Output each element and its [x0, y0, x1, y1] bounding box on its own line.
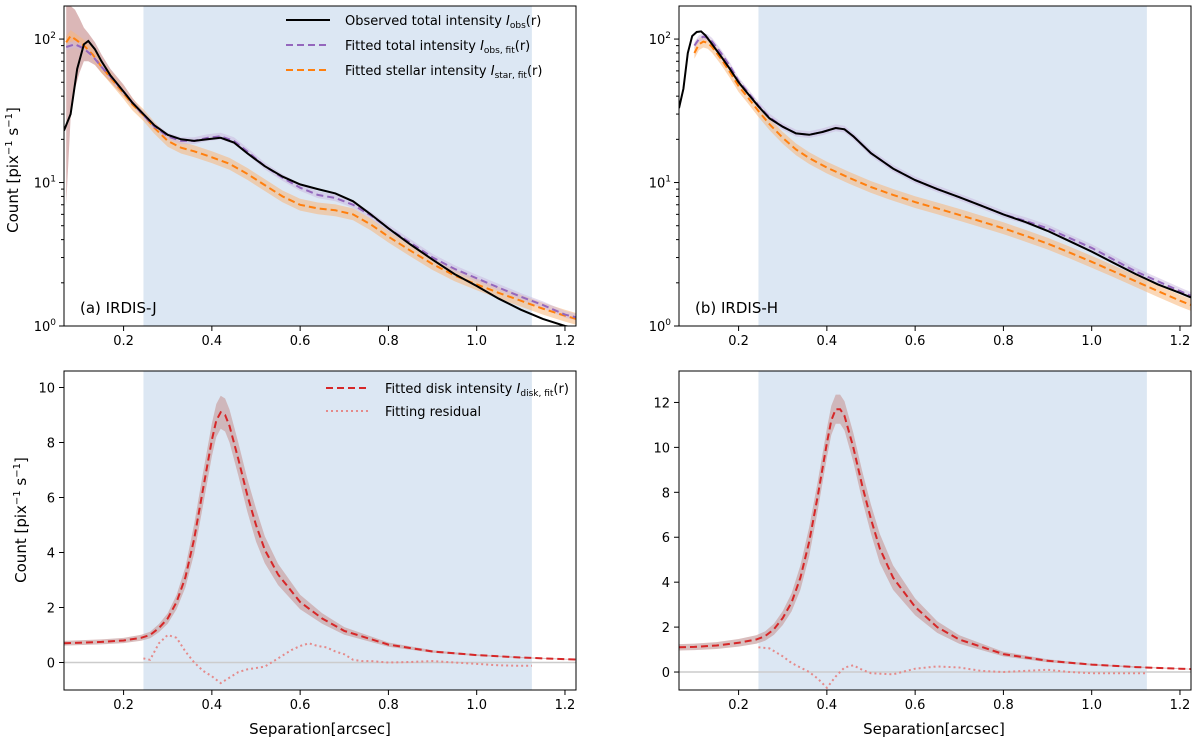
legend-bottom: Fitted disk intensity Idisk, fit(r) Fitt…	[326, 382, 569, 420]
y-tick-label: 102	[34, 31, 56, 48]
x-tick-label: 0.8	[993, 334, 1014, 349]
series-fitted-disk	[64, 410, 576, 661]
ylabel-end: ]	[4, 107, 22, 113]
y-tick-label: 6	[47, 492, 55, 507]
y-tick-label: 2	[662, 621, 670, 636]
ylabel-count: Count [pix	[4, 155, 22, 233]
x-tick-label: 0.4	[202, 698, 223, 713]
ylabel-exp2: −1	[12, 463, 23, 478]
y-tick-label: 100	[34, 318, 57, 335]
xlabel-left: Separation[arcsec]	[249, 720, 391, 738]
plot-area	[679, 371, 1191, 690]
y-tick-label: 10	[38, 382, 55, 397]
axes-frame	[678, 370, 1192, 691]
y-tick-label: 4	[47, 547, 55, 562]
panel-bottom-left: 0.2 0.4 0.6 0.8 1.0 1.2 0 2 4 6 8 10	[38, 370, 577, 713]
x-tick-label: 0.8	[378, 334, 399, 349]
legend-label-fitted-star: Fitted stellar intensity Istar, fit(r)	[345, 64, 542, 81]
disk-uncertainty-band	[679, 394, 1191, 670]
x-tick-label: 0.4	[817, 698, 838, 713]
panel-top-left: 0.2 0.4 0.6 0.8 1.0 1.2 100 101 102 (a) IRDIS-J	[34, 5, 577, 349]
x-tick-label: 1.0	[466, 334, 487, 349]
ylabel-count: Count [pix	[12, 505, 30, 583]
ylabel-s: s	[12, 478, 30, 491]
series-fitted-disk	[679, 408, 1191, 671]
x-tick-label: 0.6	[290, 698, 311, 713]
y-tick-label: 8	[47, 437, 55, 452]
y-tick-label: 102	[649, 31, 671, 48]
ylabel-s: s	[4, 128, 22, 141]
y-tick-label: 4	[662, 576, 670, 591]
legend-label-fitted-total: Fitted total intensity Iobs, fit(r)	[345, 39, 530, 56]
legend-top: Observed total intensity Iobs(r) Fitted …	[286, 14, 542, 81]
x-tick-label: 0.2	[728, 334, 749, 349]
y-tick-label: 0	[662, 666, 670, 681]
panel-bottom-right: 0.2 0.4 0.6 0.8 1.0 1.2 0 2 4 6 8 10 12	[653, 370, 1192, 713]
x-tick-label: 0.6	[905, 334, 926, 349]
y-tick-label: 100	[649, 318, 672, 335]
x-tick-label: 0.8	[378, 698, 399, 713]
y-tick-label: 8	[662, 486, 670, 501]
x-tick-label: 1.2	[1170, 698, 1191, 713]
x-tick-label: 0.4	[202, 334, 223, 349]
x-tick-label: 1.0	[466, 698, 487, 713]
fitting-region	[758, 371, 1147, 690]
axes-frame	[678, 5, 1192, 327]
ylabel-exp2: −1	[4, 113, 15, 128]
axes-frame	[63, 5, 577, 327]
y-tick-label: 101	[34, 175, 56, 192]
svg-text:Count [pix−1 s−1]: Count [pix−1 s−1]	[12, 457, 30, 583]
y-tick-label: 2	[47, 602, 55, 617]
x-tick-label: 0.2	[728, 698, 749, 713]
y-tick-label: 101	[649, 175, 671, 192]
series-observed	[679, 30, 1191, 299]
legend-label-observed: Observed total intensity Iobs(r)	[345, 14, 541, 31]
legend-label-disk: Fitted disk intensity Idisk, fit(r)	[385, 382, 569, 399]
x-tick-label: 0.6	[905, 698, 926, 713]
x-tick-label: 1.2	[555, 698, 576, 713]
panel-label: (b) IRDIS-H	[695, 299, 778, 317]
x-tick-label: 0.2	[113, 334, 134, 349]
plot-area	[64, 371, 576, 690]
ylabel-top: Count [pix−1 s−1]	[4, 107, 22, 233]
x-tick-label: 1.0	[1081, 698, 1102, 713]
x-tick-label: 1.0	[1081, 334, 1102, 349]
series-residual	[143, 633, 532, 685]
legend-label-residual: Fitting residual	[385, 405, 481, 420]
y-tick-label: 6	[662, 531, 670, 546]
x-tick-label: 0.8	[993, 698, 1014, 713]
x-tick-label: 1.2	[555, 334, 576, 349]
total-uncertainty-band	[694, 33, 1191, 300]
series-fitted-stellar	[65, 34, 576, 320]
axes-frame	[63, 370, 577, 691]
xlabel-right: Separation[arcsec]	[863, 720, 1005, 738]
ylabel-bottom: Count [pix−1 s−1]	[12, 457, 30, 583]
x-tick-label: 1.2	[1170, 334, 1191, 349]
x-tick-label: 0.6	[290, 334, 311, 349]
y-tick-label: 12	[653, 396, 670, 411]
x-tick-label: 0.4	[817, 334, 838, 349]
ylabel-end: ]	[12, 457, 30, 463]
panel-top-right: 0.2 0.4 0.6 0.8 1.0 1.2 100 101 102 (b) IRDIS-H	[649, 5, 1192, 349]
ylabel-exp: −1	[12, 490, 23, 505]
panel-label: (a) IRDIS-J	[80, 299, 157, 317]
y-tick-label: 0	[47, 657, 55, 672]
fitting-region	[143, 371, 532, 690]
y-tick-label: 10	[653, 441, 670, 456]
svg-text:Count [pix−1 s−1]: Count [pix−1 s−1]	[4, 107, 22, 233]
observed-uncertainty-band	[66, 6, 144, 205]
x-tick-label: 0.2	[113, 698, 134, 713]
plot-area	[64, 6, 576, 326]
plot-area	[679, 6, 1191, 326]
ylabel-exp: −1	[4, 140, 15, 155]
series-observed	[64, 39, 571, 326]
